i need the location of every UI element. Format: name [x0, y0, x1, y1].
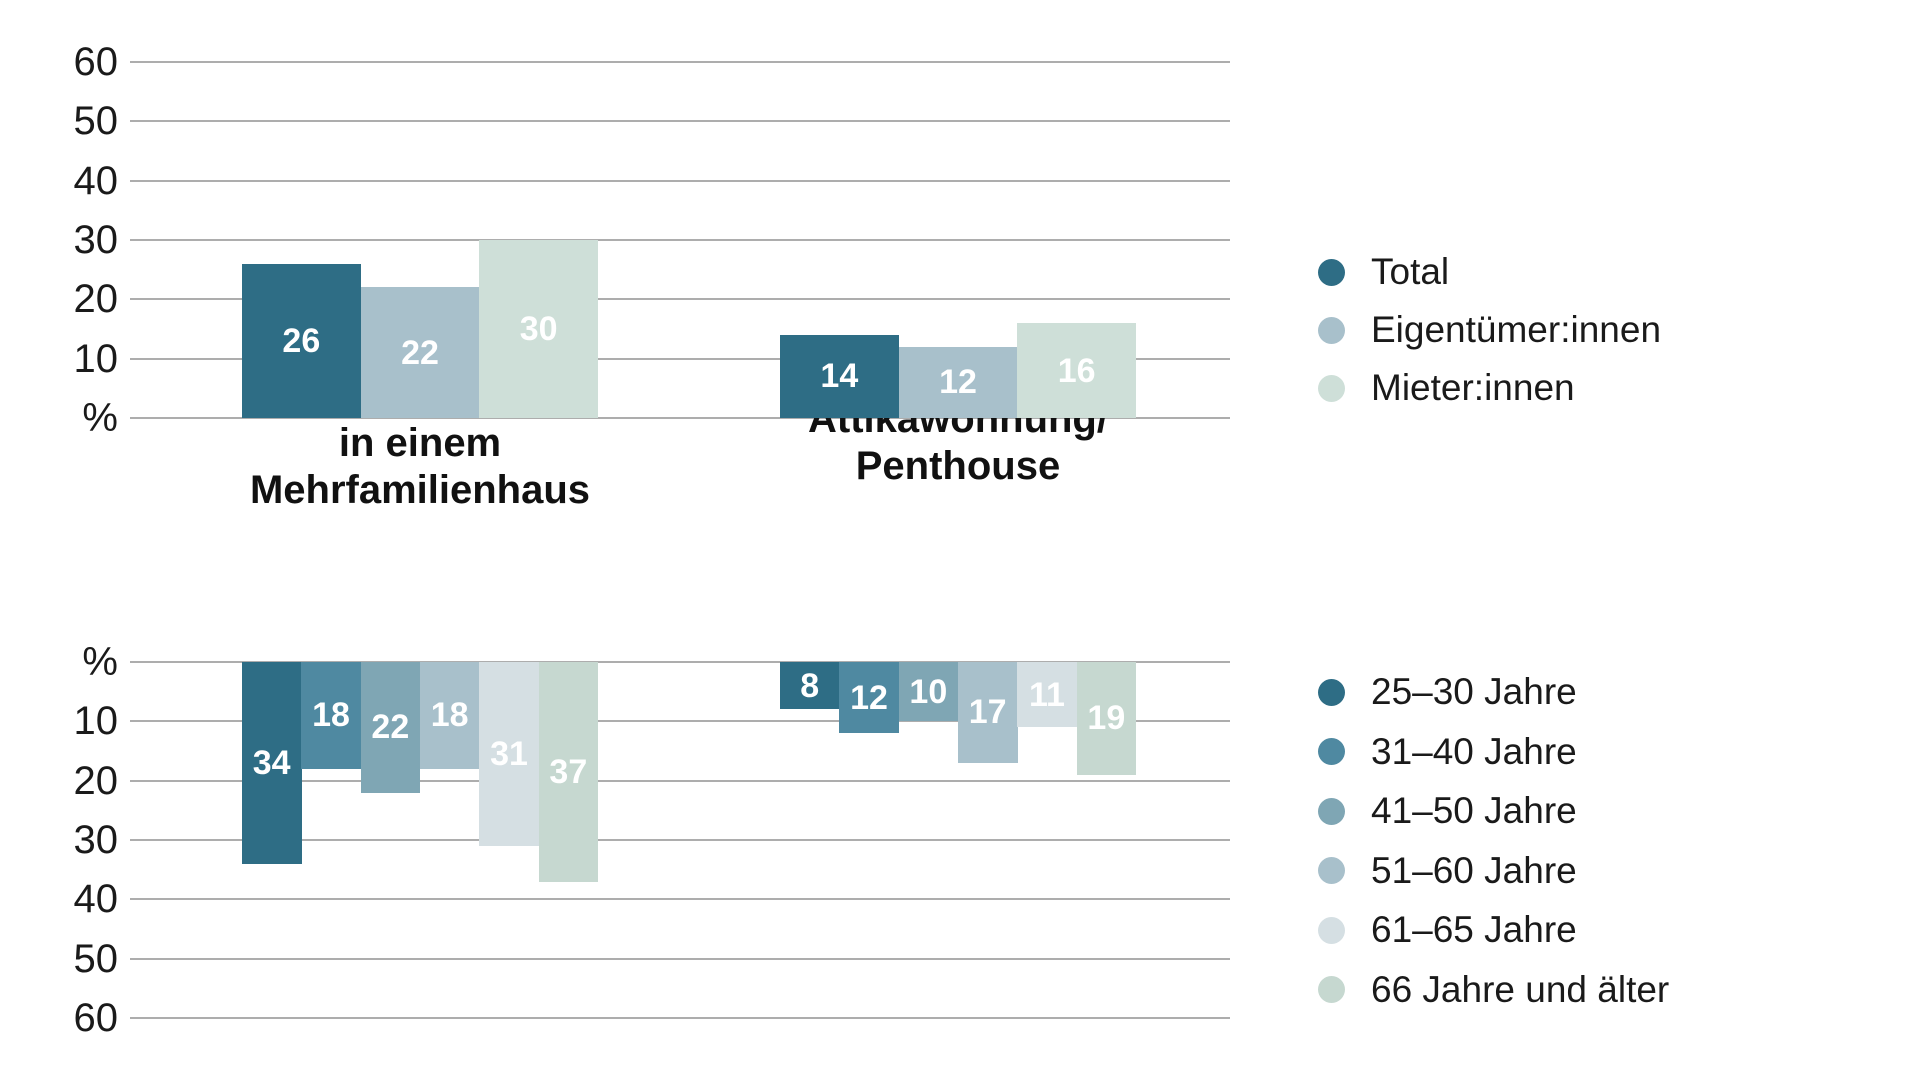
legend-item: Eigentümer:innen [1318, 309, 1662, 350]
y-axis-tick-label: % [82, 396, 118, 440]
gridline [130, 661, 1230, 663]
bar [420, 662, 480, 769]
bar [242, 263, 362, 418]
legend-dot-icon [1318, 258, 1345, 286]
legend-label: 61–65 Jahre [1371, 909, 1577, 950]
gridline [130, 957, 1230, 960]
gridline [130, 298, 1230, 301]
bar-value-label: 34 [252, 743, 291, 782]
legend-dot-icon [1318, 374, 1345, 402]
bar [360, 287, 480, 418]
legend-dot-icon [1318, 916, 1345, 944]
legend-label: Eigentümer:innen [1371, 309, 1662, 350]
y-axis-tick-label: 20 [73, 277, 119, 322]
bar-value-label: 16 [1057, 351, 1096, 390]
gridline [130, 357, 1230, 360]
bar [898, 346, 1018, 418]
legend-item: 61–65 Jahre [1318, 909, 1577, 950]
legend-item: 41–50 Jahre [1318, 790, 1577, 831]
gridline [130, 417, 1230, 419]
y-axis-tick-label: 10 [73, 699, 119, 744]
legend-item: 31–40 Jahre [1318, 730, 1577, 772]
bar-value-label: 12 [850, 678, 888, 717]
bar [1076, 662, 1137, 775]
legend-item: Mieter:innen [1318, 367, 1575, 408]
legend-item: 25–30 Jahre [1318, 671, 1577, 712]
legend-dot-icon [1318, 738, 1345, 765]
bar [958, 662, 1018, 763]
legend-label: 41–50 Jahre [1371, 790, 1577, 831]
gridline [130, 779, 1230, 782]
bar-value-label: 18 [430, 696, 469, 735]
legend-label: 51–60 Jahre [1371, 849, 1577, 891]
y-axis-tick-label: 30 [73, 218, 119, 262]
y-axis-tick-label: 40 [73, 158, 119, 203]
bar [242, 662, 302, 864]
bar-value-label: 26 [282, 321, 321, 360]
legend-label: 31–40 Jahre [1371, 730, 1577, 772]
y-axis-tick-label: 10 [73, 336, 119, 381]
legend-dot-icon [1318, 678, 1345, 706]
bar [1017, 323, 1137, 418]
y-axis-tick-label: 30 [73, 817, 119, 862]
legend-label: Mieter:innen [1371, 367, 1575, 408]
gridline [130, 720, 1230, 723]
bar-value-label: 12 [939, 363, 977, 402]
legend-item: 66 Jahre und älter [1318, 968, 1670, 1010]
gridline [130, 838, 1230, 841]
y-axis-tick-label: 50 [73, 936, 119, 981]
bar [360, 662, 421, 793]
gridline [130, 120, 1230, 123]
legend-item: Total [1318, 251, 1450, 292]
bar-value-label: 37 [549, 752, 588, 791]
bar-value-label: 11 [1029, 675, 1065, 714]
gridline [130, 179, 1230, 182]
bar-value-label: 22 [401, 333, 439, 372]
legend-dot-icon [1318, 316, 1345, 344]
legend-label: 25–30 Jahre [1371, 671, 1577, 712]
bar-value-label: 19 [1087, 699, 1126, 738]
bar-value-label: 10 [909, 672, 948, 711]
bar [538, 662, 599, 882]
gridline [130, 61, 1230, 63]
legend-label: 66 Jahre und älter [1371, 968, 1670, 1010]
legend-dot-icon [1318, 797, 1345, 825]
bar-value-label: 8 [800, 666, 820, 705]
bar [479, 662, 540, 846]
legend-dot-icon [1318, 857, 1345, 884]
bar [839, 662, 900, 734]
legend-label: Total [1371, 251, 1450, 292]
y-axis-tick-label: 50 [73, 99, 119, 144]
bar [780, 662, 840, 710]
y-axis-tick-label: 60 [73, 995, 119, 1040]
bar [301, 662, 362, 769]
bar-value-label: 22 [371, 708, 410, 747]
legend-dot-icon [1318, 976, 1345, 1003]
y-axis-tick-label: % [82, 640, 118, 684]
bar [780, 334, 900, 418]
bar [1017, 662, 1078, 728]
gridline [130, 898, 1230, 901]
y-axis-tick-label: 20 [73, 758, 119, 803]
bar-value-label: 31 [490, 734, 528, 773]
y-axis-tick-label: 40 [73, 877, 119, 922]
bar-value-label: 30 [519, 310, 558, 348]
bar-value-label: 18 [312, 696, 350, 735]
gridline [130, 239, 1230, 241]
y-axis-tick-label: 60 [73, 40, 119, 84]
gridline [130, 1016, 1230, 1019]
bar-value-label: 17 [968, 693, 1007, 732]
legend-item: 51–60 Jahre [1318, 849, 1577, 891]
bar [898, 662, 959, 722]
bar [479, 240, 599, 418]
bar-value-label: 14 [820, 357, 859, 396]
